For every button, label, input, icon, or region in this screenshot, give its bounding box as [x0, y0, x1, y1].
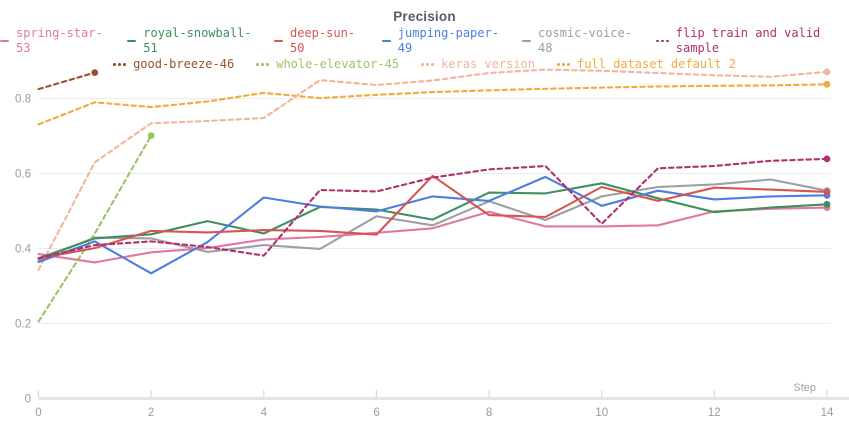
y-tick-label-0.2: 0.2 — [15, 319, 31, 331]
x-axis-label: Step — [793, 382, 816, 394]
series-endpoint-deep-sun-50 — [823, 188, 831, 196]
swatch-segment — [127, 39, 137, 43]
x-tick-label-8: 8 — [486, 407, 492, 419]
legend-item-spring-star-53[interactable]: spring-star-53 — [0, 26, 105, 56]
swatch-segment — [522, 39, 532, 43]
legend-label: royal-snowball-51 — [143, 26, 252, 55]
legend-label: good-breeze-46 — [133, 57, 235, 71]
legend-item-flip-train-and-valid-sample[interactable]: flip train and valid sample — [655, 26, 849, 56]
series-line-keras-version[interactable] — [37, 68, 829, 271]
legend-label: jumping-paper-49 — [397, 26, 499, 55]
y-tick-label-0.6: 0.6 — [15, 169, 31, 181]
swatch-segment — [256, 63, 260, 66]
legend-label: keras version — [441, 57, 535, 71]
dashed-line-swatch-icon — [421, 63, 435, 66]
swatch-segment — [261, 63, 265, 66]
series-endpoint-royal-snowball-51 — [823, 200, 831, 208]
swatch-segment — [118, 63, 122, 66]
legend-item-cosmic-voice-48[interactable]: cosmic-voice-48 — [522, 26, 634, 56]
series-line-deep-sun-50[interactable] — [37, 174, 829, 260]
x-tick-label-12: 12 — [708, 407, 721, 419]
y-tick-label-0.4: 0.4 — [15, 244, 32, 256]
swatch-segment — [431, 63, 435, 66]
legend-item-full-dataset-default-2[interactable]: full dataset default 2 — [556, 57, 736, 72]
x-tick-label-14: 14 — [821, 407, 834, 419]
swatch-segment — [266, 63, 270, 66]
legend-label: whole-elevator-45 — [276, 57, 400, 71]
solid-line-swatch-icon — [0, 39, 9, 43]
swatch-segment — [113, 63, 117, 66]
chart-legend: spring-star-53 royal-snowball-51 deep-sun-… — [0, 26, 849, 72]
legend-item-good-breeze-46[interactable]: good-breeze-46 — [113, 57, 234, 72]
swatch-segment — [0, 39, 9, 43]
swatch-segment — [561, 63, 565, 66]
legend-row-1: spring-star-53 royal-snowball-51 deep-sun-… — [0, 26, 849, 56]
legend-label: full dataset default 2 — [576, 57, 736, 71]
x-tick-label-2: 2 — [148, 407, 154, 419]
series-endpoint-good-breeze-46 — [91, 69, 99, 76]
swatch-segment — [556, 63, 560, 66]
series-endpoint-whole-elevator-45 — [147, 132, 155, 140]
series-endpoint-keras-version — [823, 68, 831, 76]
y-tick-label-0.8: 0.8 — [15, 94, 31, 106]
series-line-good-breeze-46[interactable] — [37, 71, 96, 91]
legend-label: spring-star-53 — [16, 26, 103, 55]
swatch-segment — [274, 39, 283, 43]
solid-line-swatch-icon — [127, 39, 137, 43]
x-tick-label-0: 0 — [35, 407, 41, 419]
legend-item-keras-version[interactable]: keras version — [421, 57, 535, 72]
dashed-line-swatch-icon — [113, 63, 127, 66]
series-line-whole-elevator-45[interactable] — [37, 134, 153, 323]
swatch-segment — [426, 63, 430, 66]
legend-item-royal-snowball-51[interactable]: royal-snowball-51 — [127, 26, 252, 56]
swatch-segment — [123, 63, 127, 66]
swatch-segment — [421, 63, 425, 66]
swatch-segment — [655, 39, 659, 43]
legend-label: cosmic-voice-48 — [538, 26, 632, 55]
swatch-segment — [665, 39, 669, 43]
x-tick-label-10: 10 — [595, 407, 608, 419]
legend-label: flip train and valid sample — [675, 26, 821, 55]
legend-label: deep-sun-50 — [290, 26, 356, 55]
series-endpoint-full-dataset-default-2 — [823, 80, 831, 88]
series-line-full-dataset-default-2[interactable] — [37, 83, 829, 126]
legend-item-jumping-paper-49[interactable]: jumping-paper-49 — [381, 26, 500, 56]
legend-row-2: good-breeze-46 whole-elevator-45 keras ver… — [113, 57, 736, 72]
swatch-segment — [660, 39, 664, 43]
swatch-segment — [566, 63, 570, 66]
series-line-royal-snowball-51[interactable] — [37, 182, 829, 260]
dashed-line-swatch-icon — [556, 63, 570, 66]
series-line-spring-star-53[interactable] — [37, 206, 829, 264]
solid-line-swatch-icon — [381, 39, 391, 43]
x-tick-label-4: 4 — [261, 407, 268, 419]
dashed-line-swatch-icon — [655, 39, 669, 43]
swatch-segment — [381, 39, 391, 43]
chart-title: Precision — [393, 9, 456, 24]
legend-item-deep-sun-50[interactable]: deep-sun-50 — [274, 26, 360, 56]
y-tick-label-0: 0 — [25, 394, 31, 406]
legend-item-whole-elevator-45[interactable]: whole-elevator-45 — [256, 57, 399, 72]
solid-line-swatch-icon — [522, 39, 532, 43]
series-endpoint-flip-train-and-valid-sample — [823, 155, 831, 163]
x-tick-label-6: 6 — [373, 407, 379, 419]
series-line-jumping-paper-49[interactable] — [37, 175, 829, 275]
series-line-flip-train-and-valid-sample[interactable] — [37, 157, 829, 260]
solid-line-swatch-icon — [274, 39, 283, 43]
dashed-line-swatch-icon — [256, 63, 270, 66]
